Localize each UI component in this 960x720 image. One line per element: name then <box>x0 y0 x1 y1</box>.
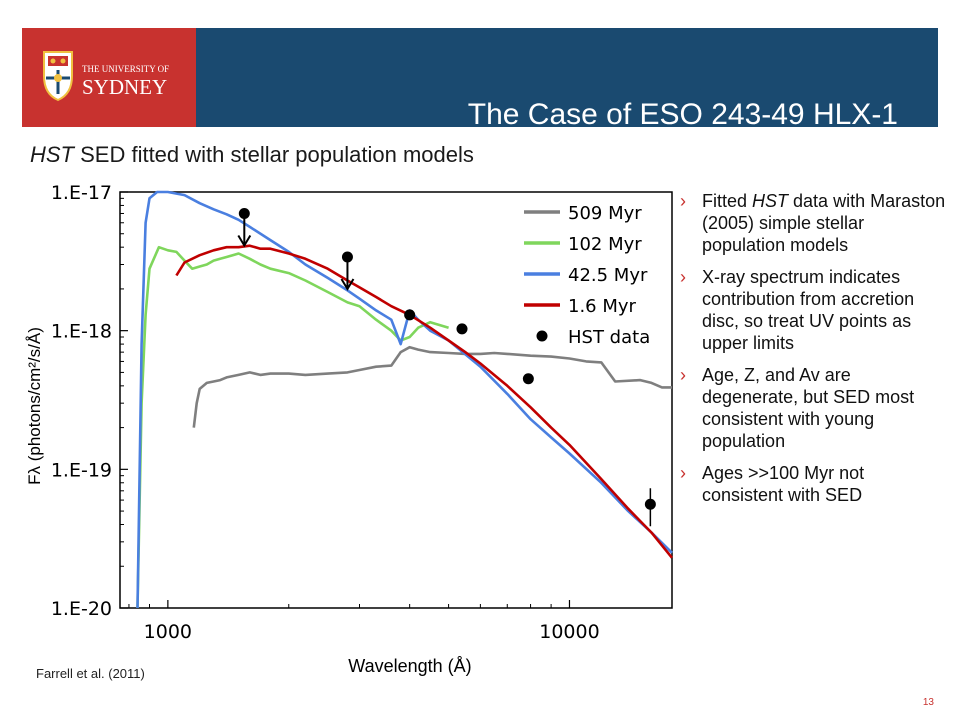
y-axis-label: Fλ (photons/cm²/s/Å) <box>25 327 44 485</box>
hst-data-point <box>238 207 250 219</box>
hst-data-point <box>456 323 468 335</box>
hst-data-point <box>341 251 353 263</box>
bullet-item: › Fitted HST data with Maraston (2005) si… <box>680 190 950 256</box>
sed-chart: 1.E-17 1.E-18 1.E-19 1.E-20 1000 10000 Wavelen… <box>0 176 690 686</box>
x-axis-label: Wavelength (Å) <box>348 656 471 676</box>
hst-data-point <box>404 309 416 321</box>
bullet-text: Age, Z, and Av are degenerate, but SED m… <box>702 365 915 451</box>
subtitle-text: SED fitted with stellar population model… <box>74 142 474 167</box>
bullet-text: data with Maraston (2005) simple stellar… <box>702 191 946 255</box>
bullet-item: › X-ray spectrum indicates contribution f… <box>680 266 950 354</box>
university-crest-icon: THE UNIVERSITY OF SYDNEY <box>43 51 169 102</box>
upper-limit-arrowhead <box>237 234 252 248</box>
hst-data-point <box>522 373 534 385</box>
bullet-marker-icon: › <box>680 267 686 287</box>
y-tick-label: 1.E-20 <box>51 598 112 620</box>
series-line <box>175 244 674 559</box>
sed-chart-svg: 1.E-17 1.E-18 1.E-19 1.E-20 1000 10000 Wavelen… <box>25 182 674 676</box>
legend-label: 42.5 Myr <box>568 265 648 286</box>
bullet-text: Ages >>100 Myr not consistent with SED <box>702 463 865 505</box>
bullet-italic: HST <box>752 191 789 211</box>
slide-title: The Case of ESO 243-49 HLX-1 <box>467 98 898 131</box>
bullet-marker-icon: › <box>680 463 686 483</box>
series-line <box>136 190 673 609</box>
bullet-list: › Fitted HST data with Maraston (2005) si… <box>680 190 950 516</box>
y-tick-label: 1.E-19 <box>51 459 112 481</box>
logo-line2: SYDNEY <box>82 75 167 99</box>
bullet-item: › Age, Z, and Av are degenerate, but SED … <box>680 364 950 452</box>
bullet-text: Fitted <box>702 191 753 211</box>
series-line <box>136 245 449 609</box>
page-number: 13 <box>922 697 934 708</box>
logo-line1: THE UNIVERSITY OF <box>82 64 169 74</box>
title-banner: The Case of ESO 243-49 HLX-1 <box>96 28 938 131</box>
university-logo: THE UNIVERSITY OF SYDNEY <box>22 28 196 127</box>
legend-marker <box>536 330 548 342</box>
upper-limit-arrowhead <box>340 278 355 291</box>
x-tick-label: 1000 <box>144 621 192 643</box>
bullet-marker-icon: › <box>680 191 686 211</box>
bullet-marker-icon: › <box>680 365 686 385</box>
x-tick-label: 10000 <box>539 621 599 643</box>
legend-label: HST data <box>568 327 650 348</box>
bullet-item: › Ages >>100 Myr not consistent with SED <box>680 462 950 506</box>
y-tick-label: 1.E-17 <box>51 182 112 204</box>
y-tick-label: 1.E-18 <box>51 321 112 343</box>
subtitle-italic: HST <box>30 142 74 167</box>
legend-label: 1.6 Myr <box>568 296 637 317</box>
slide-subtitle: HST SED fitted with stellar population m… <box>30 142 474 168</box>
legend-label: 102 Myr <box>568 234 642 255</box>
bullet-text: X-ray spectrum indicates contribution fr… <box>702 267 915 353</box>
legend-label: 509 Myr <box>568 203 642 224</box>
citation-credit: Farrell et al. (2011) <box>36 666 145 681</box>
series-line <box>192 345 672 428</box>
